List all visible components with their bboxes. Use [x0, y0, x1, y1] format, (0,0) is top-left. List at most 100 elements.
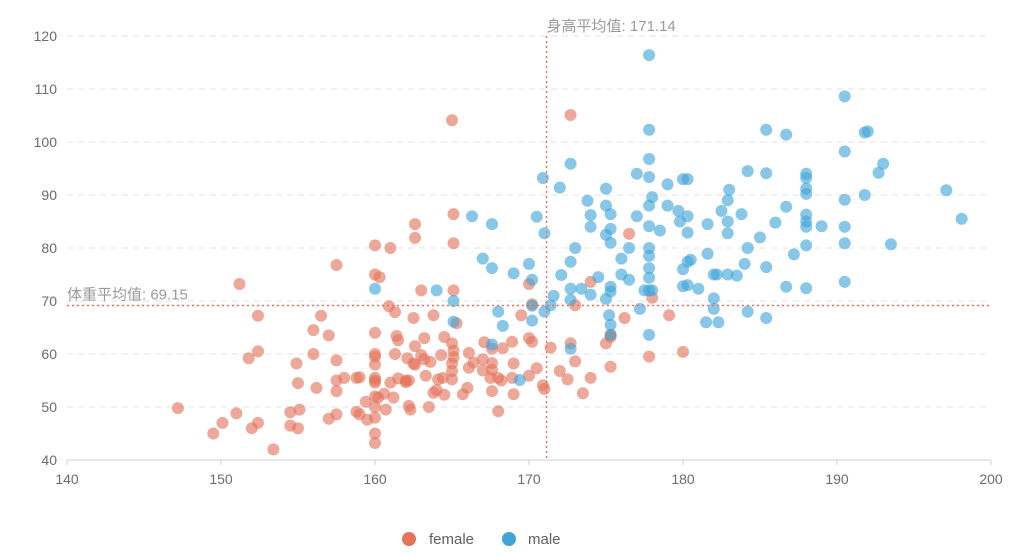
male-point-7[interactable]	[486, 262, 498, 275]
male-point-129[interactable]	[861, 125, 874, 138]
female-point-69[interactable]	[409, 231, 421, 244]
male-point-61[interactable]	[643, 49, 656, 62]
female-point-50[interactable]	[373, 271, 386, 284]
female-point-94[interactable]	[447, 284, 460, 297]
female-point-114[interactable]	[507, 388, 520, 401]
male-point-98[interactable]	[741, 165, 754, 178]
female-point-126[interactable]	[553, 365, 566, 377]
male-point-132[interactable]	[884, 238, 897, 251]
male-point-0[interactable]	[369, 282, 381, 295]
male-point-64[interactable]	[646, 284, 659, 297]
male-point-69[interactable]	[672, 204, 685, 217]
female-point-7[interactable]	[252, 345, 264, 358]
female-point-47[interactable]	[369, 348, 381, 360]
male-point-6[interactable]	[486, 218, 498, 231]
female-point-27[interactable]	[330, 354, 343, 367]
female-point-55[interactable]	[384, 242, 397, 254]
male-point-93[interactable]	[721, 268, 734, 281]
female-point-133[interactable]	[584, 371, 597, 384]
male-point-77[interactable]	[681, 279, 694, 292]
female-point-141[interactable]	[643, 350, 656, 363]
female-point-132[interactable]	[576, 387, 589, 400]
female-point-60[interactable]	[392, 334, 405, 347]
female-point-52[interactable]	[379, 403, 392, 416]
female-point-38[interactable]	[369, 427, 381, 440]
male-point-116[interactable]	[800, 182, 813, 195]
female-point-58[interactable]	[389, 348, 401, 360]
male-point-87[interactable]	[710, 268, 723, 281]
male-point-131[interactable]	[877, 157, 890, 170]
male-point-104[interactable]	[760, 167, 773, 180]
male-point-27[interactable]	[564, 342, 577, 355]
female-point-33[interactable]	[359, 395, 372, 408]
male-point-52[interactable]	[643, 220, 656, 233]
male-point-32[interactable]	[584, 209, 597, 222]
female-point-24[interactable]	[330, 259, 343, 271]
female-point-70[interactable]	[409, 218, 421, 231]
male-point-5[interactable]	[476, 252, 489, 265]
male-point-66[interactable]	[653, 224, 666, 237]
female-point-14[interactable]	[292, 422, 304, 435]
male-point-10[interactable]	[496, 319, 509, 332]
male-point-55[interactable]	[643, 271, 656, 284]
female-point-37[interactable]	[369, 437, 381, 449]
female-point-108[interactable]	[486, 357, 498, 369]
male-point-22[interactable]	[553, 181, 566, 194]
female-point-91[interactable]	[446, 365, 458, 377]
male-point-123[interactable]	[838, 145, 851, 158]
male-point-89[interactable]	[715, 204, 728, 217]
female-point-117[interactable]	[523, 369, 535, 382]
male-point-99[interactable]	[741, 242, 754, 254]
female-point-78[interactable]	[424, 355, 437, 368]
female-point-80[interactable]	[427, 309, 440, 322]
female-point-36[interactable]	[369, 401, 381, 413]
male-point-43[interactable]	[604, 208, 617, 221]
male-point-136[interactable]	[615, 268, 628, 281]
male-point-57[interactable]	[643, 153, 656, 165]
male-point-121[interactable]	[838, 275, 851, 288]
female-point-148[interactable]	[407, 312, 420, 324]
male-point-33[interactable]	[592, 271, 605, 284]
female-point-129[interactable]	[564, 109, 577, 121]
male-point-50[interactable]	[633, 302, 646, 315]
female-point-144[interactable]	[663, 309, 676, 322]
male-point-137[interactable]	[584, 220, 597, 233]
male-point-60[interactable]	[643, 171, 656, 183]
female-point-147[interactable]	[418, 332, 431, 345]
male-point-110[interactable]	[787, 248, 800, 261]
female-point-71[interactable]	[409, 340, 421, 353]
male-point-126[interactable]	[838, 220, 851, 233]
female-point-16[interactable]	[293, 403, 306, 416]
female-point-5[interactable]	[242, 352, 255, 365]
male-point-46[interactable]	[623, 242, 636, 254]
male-point-85[interactable]	[707, 292, 720, 305]
male-point-88[interactable]	[712, 316, 725, 329]
male-point-65[interactable]	[646, 191, 659, 204]
male-point-135[interactable]	[600, 228, 612, 241]
female-point-125[interactable]	[544, 341, 557, 354]
female-point-101[interactable]	[476, 364, 489, 377]
male-point-106[interactable]	[769, 216, 782, 229]
female-point-140[interactable]	[623, 227, 636, 240]
male-point-17[interactable]	[530, 210, 543, 223]
female-point-17[interactable]	[307, 348, 320, 360]
male-point-23[interactable]	[564, 282, 577, 295]
male-point-62[interactable]	[643, 262, 656, 275]
female-point-116[interactable]	[515, 309, 528, 322]
female-point-45[interactable]	[369, 358, 381, 371]
female-point-12[interactable]	[284, 406, 297, 419]
female-point-77[interactable]	[422, 401, 435, 413]
female-point-56[interactable]	[387, 391, 400, 404]
male-point-107[interactable]	[780, 128, 793, 141]
female-point-111[interactable]	[495, 374, 508, 387]
female-point-115[interactable]	[507, 357, 520, 370]
male-point-2[interactable]	[447, 295, 460, 307]
male-point-92[interactable]	[721, 215, 734, 228]
female-point-3[interactable]	[230, 407, 243, 420]
female-point-66[interactable]	[402, 374, 415, 387]
male-point-13[interactable]	[523, 257, 535, 270]
male-point-24[interactable]	[564, 255, 577, 268]
male-point-25[interactable]	[564, 157, 577, 170]
female-point-145[interactable]	[462, 346, 475, 359]
male-point-11[interactable]	[507, 267, 520, 280]
